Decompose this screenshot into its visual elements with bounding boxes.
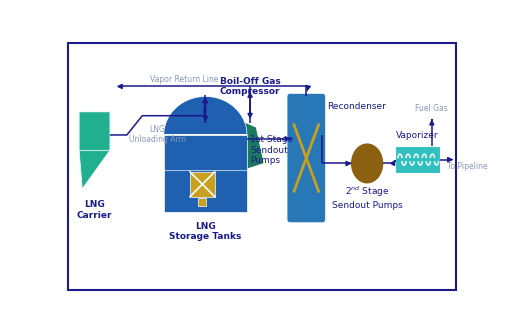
Ellipse shape [351, 143, 383, 184]
Text: Recondenser: Recondenser [327, 102, 386, 111]
Bar [199, 198, 206, 206]
Bar [395, 146, 439, 173]
Text: LNG
Storage Tanks: LNG Storage Tanks [169, 222, 242, 241]
Text: Vaporizer: Vaporizer [396, 131, 438, 140]
Text: 2$^{nd}$ Stage
Sendout Pumps: 2$^{nd}$ Stage Sendout Pumps [332, 185, 402, 210]
Polygon shape [164, 96, 247, 135]
Text: Fuel Gas: Fuel Gas [415, 104, 448, 114]
Polygon shape [79, 112, 110, 189]
Text: LNG
Unloading Arm: LNG Unloading Arm [129, 125, 186, 144]
Text: LNG
Carrier: LNG Carrier [77, 200, 112, 220]
Text: Vapor Return Line: Vapor Return Line [151, 75, 219, 84]
Text: 1st Stage
Sendout
Pumps: 1st Stage Sendout Pumps [250, 136, 293, 165]
Text: To Pipeline: To Pipeline [447, 162, 488, 171]
FancyBboxPatch shape [287, 93, 326, 223]
Text: Boil-Off Gas
Compressor: Boil-Off Gas Compressor [220, 77, 281, 96]
Bar [190, 172, 215, 196]
Bar [164, 135, 247, 212]
Polygon shape [233, 119, 264, 173]
